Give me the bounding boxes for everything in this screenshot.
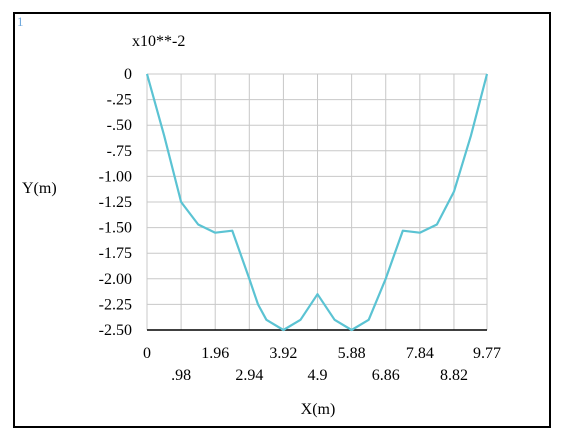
y-tick-label: -.50 xyxy=(107,117,132,134)
x-tick-label: 3.92 xyxy=(269,345,297,362)
x-tick-label: 1.96 xyxy=(201,345,229,362)
y-tick-label: -2.25 xyxy=(99,296,132,313)
x-tick-label: 6.86 xyxy=(372,367,400,384)
grid xyxy=(146,73,488,331)
x-tick-label: 0 xyxy=(143,345,151,362)
x-tick-label: 8.82 xyxy=(440,367,468,384)
chart-frame xyxy=(13,12,551,428)
x-tick-label: 4.9 xyxy=(308,367,328,384)
y-tick-label: -1.00 xyxy=(99,168,132,185)
y-tick-label: -1.75 xyxy=(99,245,132,262)
x-tick-label: 2.94 xyxy=(235,367,263,384)
series-line xyxy=(145,73,489,332)
y-tick-label: -2.50 xyxy=(99,322,132,339)
y-tick-label: 0 xyxy=(124,66,132,83)
y-axis-label: Y(m) xyxy=(22,180,57,197)
x-tick-label: 9.77 xyxy=(473,345,501,362)
y-tick-label: -.75 xyxy=(107,143,132,160)
y-tick-label: -1.50 xyxy=(99,220,132,237)
x-axis-label: X(m) xyxy=(301,401,336,418)
y-tick-labels: 0 -.25 -.50 -.75 -1.00 -1.25 -1.50 -1.75 -2.00 -2… xyxy=(99,66,132,339)
series xyxy=(145,73,489,332)
x-tick-label: 5.88 xyxy=(338,345,366,362)
x-tick-label: .98 xyxy=(171,367,191,384)
y-tick-label: -1.25 xyxy=(99,194,132,211)
x-tick-label: 7.84 xyxy=(406,345,434,362)
panel-number: 1 xyxy=(17,14,24,29)
y-tick-label: -2.00 xyxy=(99,271,132,288)
y-tick-label: -.25 xyxy=(107,92,132,109)
y-multiplier-label: x10**-2 xyxy=(132,33,185,50)
x-tick-labels: 0 .98 1.96 2.94 3.92 4.9 5.88 6.86 7.84 8.82 9.77 xyxy=(143,345,501,384)
